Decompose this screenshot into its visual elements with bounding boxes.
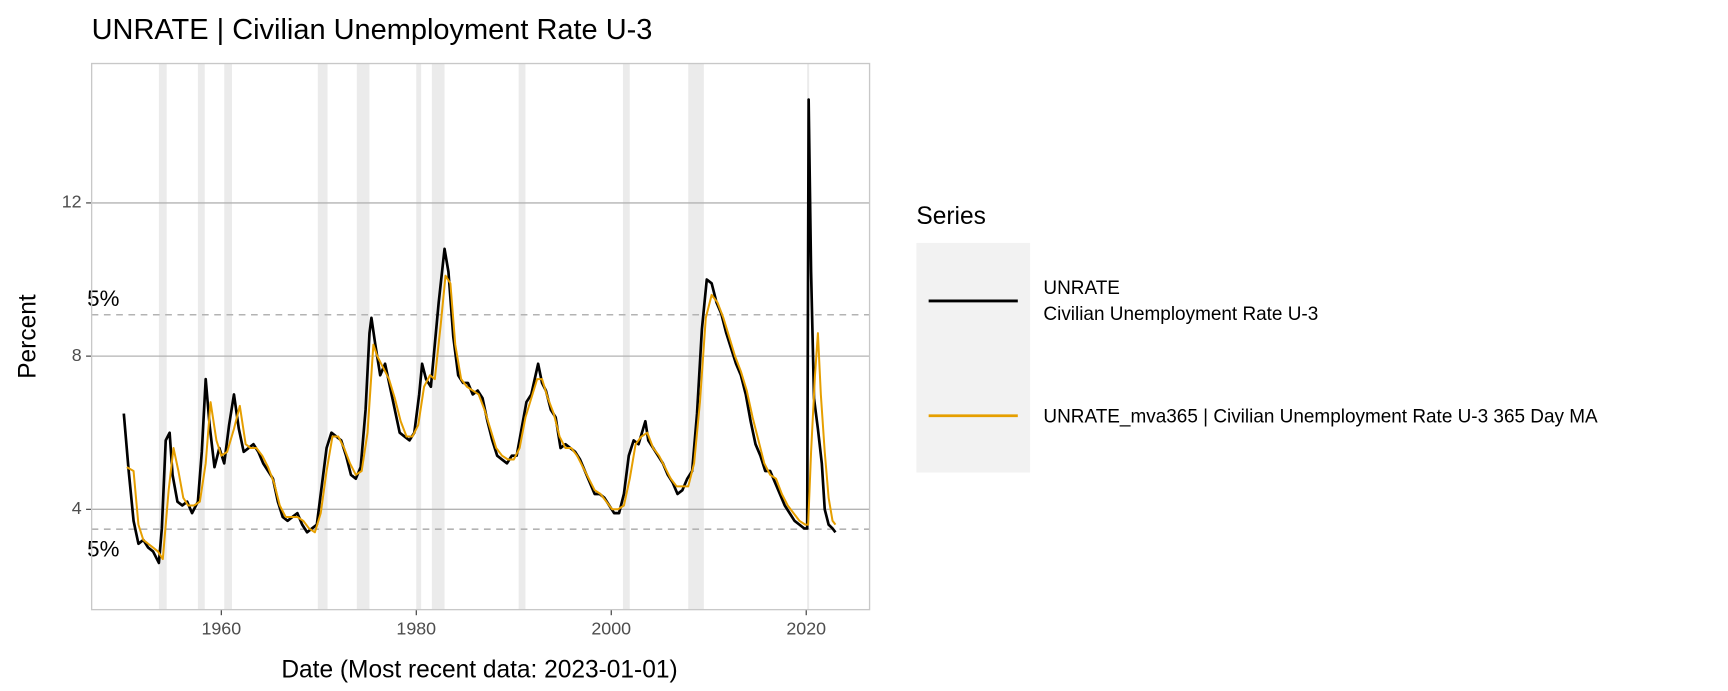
reference-label: 5%: [87, 536, 119, 561]
plot-border: [90, 62, 871, 611]
y-tick-label: 12: [62, 192, 82, 212]
legend-label-box: UNRATE Civilian Unemployment Rate U-3: [1043, 277, 1319, 325]
y-axis-title: Percent: [15, 294, 42, 379]
shaded-period: [622, 63, 630, 610]
plot-area: 4 8 12 1960 1980 2000 2020 5% 5%: [62, 62, 871, 638]
legend-key-background: [916, 242, 1031, 473]
shaded-period: [416, 63, 422, 610]
chart-title: UNRATE | Civilian Unemployment Rate U-3: [92, 14, 653, 46]
legend-title: Series: [916, 203, 985, 230]
x-axis-title: Date (Most recent data: 2023-01-01): [281, 656, 677, 683]
shaded-period: [197, 63, 205, 610]
legend: Series UNRATE Civilian Unemployment Rate …: [916, 203, 1598, 473]
x-tick-label: 1960: [201, 618, 241, 638]
y-tick-label: 4: [72, 498, 82, 518]
shaded-period: [356, 63, 370, 610]
legend-label: UNRATE_mva365 | Civilian Unemployment Ra…: [1043, 405, 1598, 427]
shaded-period: [317, 63, 328, 610]
shaded-period: [224, 63, 233, 610]
legend-label: UNRATE Civilian Unemployment Rate U-3: [1043, 277, 1319, 325]
x-tick-label: 2020: [786, 618, 826, 638]
series-line: [122, 98, 837, 565]
reference-label: 5%: [87, 286, 119, 311]
shaded-period: [518, 63, 526, 610]
series-line: [126, 274, 837, 561]
x-tick-label: 1980: [396, 618, 436, 638]
y-tick-label: 8: [72, 345, 82, 365]
shaded-period: [431, 63, 445, 610]
shaded-period: [158, 63, 167, 610]
x-tick-label: 2000: [591, 618, 631, 638]
legend-label-box: UNRATE_mva365 | Civilian Unemployment Ra…: [1043, 405, 1598, 427]
